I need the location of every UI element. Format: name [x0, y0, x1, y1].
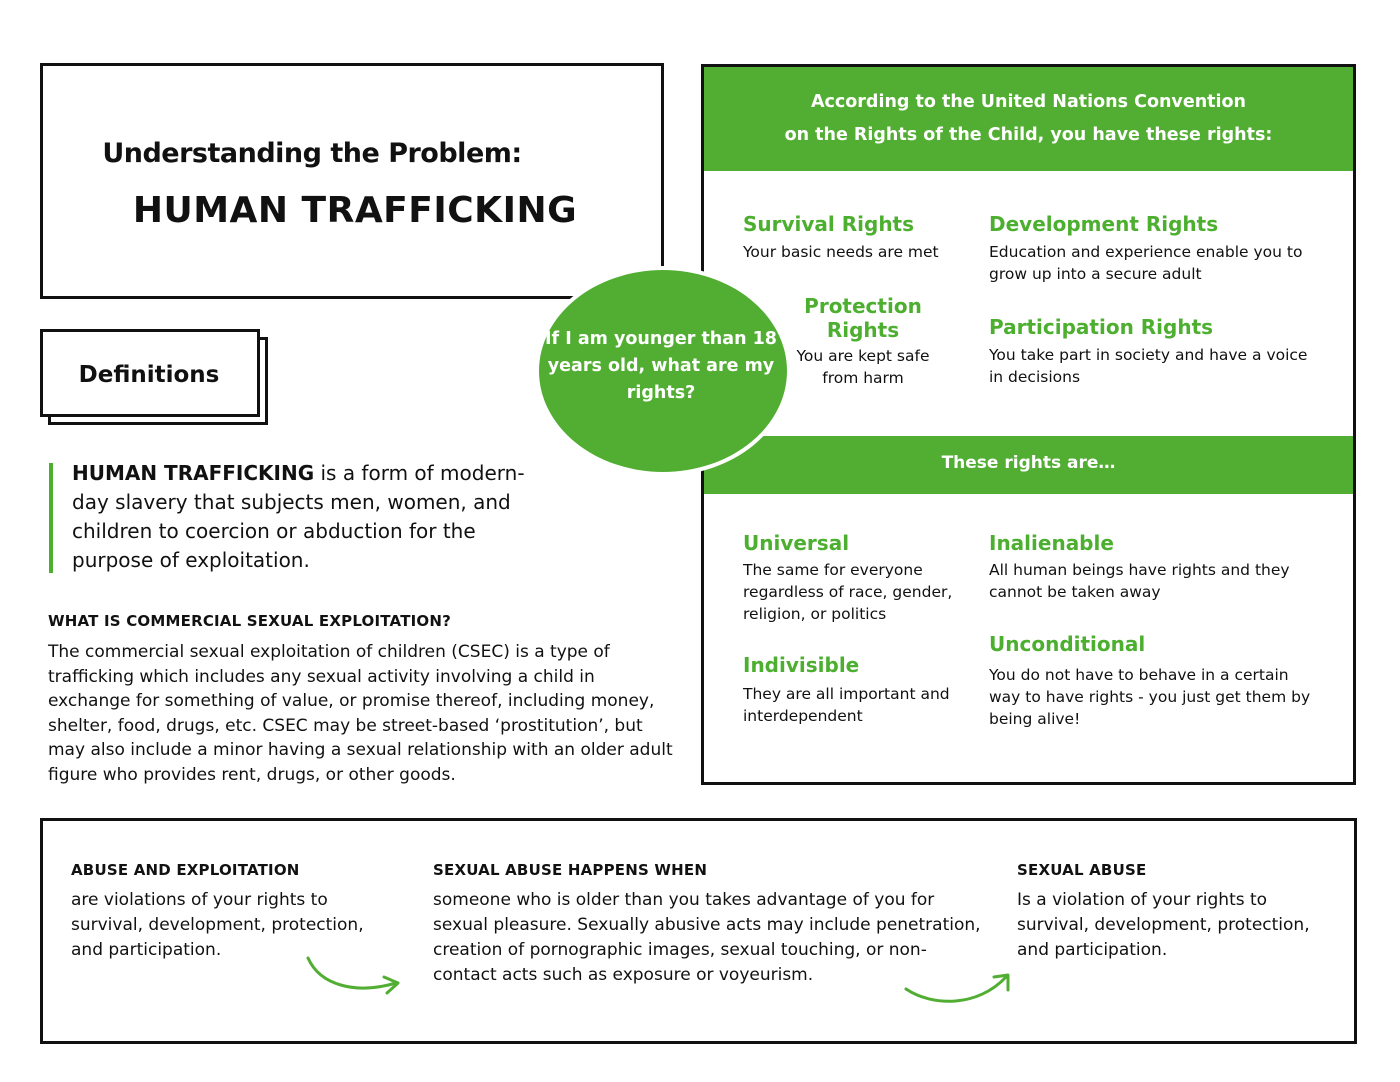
- sexual-abuse-when-heading: SEXUAL ABUSE HAPPENS WHEN: [433, 861, 708, 879]
- participation-rights-title: Participation Rights: [989, 315, 1214, 339]
- abuse-exploitation-heading: ABUSE AND EXPLOITATION: [71, 861, 300, 879]
- survival-rights-text: Your basic needs are met: [743, 243, 939, 261]
- csec-heading: WHAT IS COMMERCIAL SEXUAL EXPLOITATION?: [48, 612, 452, 630]
- rights-header-line2: on the Rights of the Child, you have the…: [784, 125, 1273, 145]
- sexual-abuse-column: SEXUAL ABUSE Is a violation of your righ…: [1017, 861, 1327, 963]
- definitions-label: Definitions: [78, 362, 220, 388]
- rights-band: [704, 436, 1353, 494]
- unconditional-property: Unconditional You do not have to behave …: [989, 632, 1324, 730]
- indivisible-property: Indivisible They are all important and i…: [743, 653, 963, 727]
- universal-property: Universal The same for everyone regardle…: [743, 531, 963, 625]
- human-trafficking-definition: HUMAN TRAFFICKING is a form of modern-da…: [72, 459, 552, 575]
- rights-header: [704, 67, 1353, 171]
- sexual-abuse-when-column: SEXUAL ABUSE HAPPENS WHEN someone who is…: [433, 861, 988, 988]
- page-subtitle: Understanding the Problem:: [102, 138, 522, 169]
- participation-rights-text: You take part in society and have a voic…: [989, 346, 1308, 386]
- sexual-abuse-text: Is a violation of your rights to surviva…: [1017, 890, 1310, 960]
- indivisible-text: They are all important and interdependen…: [743, 685, 950, 725]
- title-box: [40, 63, 664, 299]
- rights-band-title: These rights are…: [941, 453, 1116, 473]
- human-trafficking-text: is a form of modern-day slavery that sub…: [72, 461, 525, 572]
- protection-rights-title: Protection Rights: [804, 294, 922, 342]
- universal-text: The same for everyone regardless of race…: [743, 561, 953, 623]
- inalienable-title: Inalienable: [989, 531, 1114, 555]
- survival-rights: Survival Rights Your basic needs are met: [743, 212, 963, 263]
- rights-header-line1: According to the United Nations Conventi…: [810, 92, 1247, 112]
- development-rights: Development Rights Education and experie…: [989, 212, 1324, 285]
- human-trafficking-term: HUMAN TRAFFICKING: [72, 461, 315, 485]
- universal-title: Universal: [743, 531, 850, 555]
- question-text: If I am younger than 18 years old, what …: [545, 329, 777, 403]
- development-rights-text: Education and experience enable you to g…: [989, 243, 1303, 283]
- participation-rights: Participation Rights You take part in so…: [989, 315, 1324, 388]
- question-circle: [535, 266, 791, 476]
- csec-body: The commercial sexual exploitation of ch…: [48, 642, 673, 785]
- sexual-abuse-heading: SEXUAL ABUSE: [1017, 861, 1147, 879]
- page-title: HUMAN TRAFFICKING: [132, 190, 578, 231]
- protection-rights: Protection Rights You are kept safe from…: [783, 294, 943, 389]
- inalienable-property: Inalienable All human beings have rights…: [989, 531, 1309, 603]
- unconditional-text: You do not have to behave in a certain w…: [989, 666, 1311, 728]
- inalienable-text: All human beings have rights and they ca…: [989, 561, 1290, 601]
- definition-accent-bar: [49, 463, 53, 573]
- development-rights-title: Development Rights: [989, 212, 1219, 236]
- abuse-exploitation-column: ABUSE AND EXPLOITATION are violations of…: [71, 861, 381, 963]
- unconditional-title: Unconditional: [989, 632, 1146, 656]
- indivisible-title: Indivisible: [743, 653, 860, 677]
- curved-arrow-icon-2: [904, 973, 1010, 1003]
- rights-header-text: According to the United Nations Conventi…: [704, 86, 1353, 152]
- survival-rights-title: Survival Rights: [743, 212, 915, 236]
- bottom-box: [40, 818, 1357, 1044]
- sexual-abuse-when-text: someone who is older than you takes adva…: [433, 890, 981, 985]
- definitions-tab: [40, 329, 260, 417]
- curved-arrow-icon: [306, 956, 400, 995]
- abuse-exploitation-text: are violations of your rights to surviva…: [71, 890, 364, 960]
- protection-rights-text: You are kept safe from harm: [796, 347, 930, 387]
